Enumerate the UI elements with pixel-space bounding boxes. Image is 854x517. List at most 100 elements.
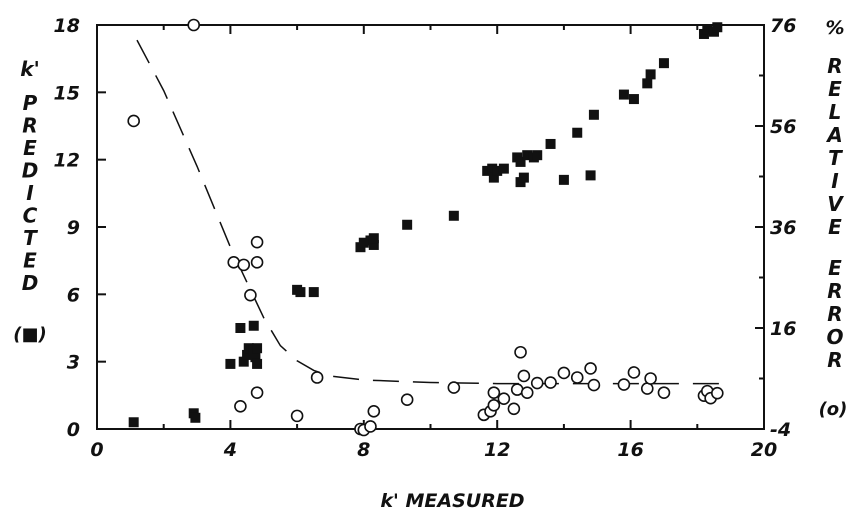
y-right-tick-label: 76 bbox=[770, 15, 796, 37]
predicted-point bbox=[368, 239, 379, 250]
y-right-title-letter: E bbox=[828, 77, 842, 101]
y-left-title-letter: E bbox=[23, 249, 37, 273]
y-right-title-letter: V bbox=[827, 192, 844, 216]
y-right-tick-label: 56 bbox=[770, 116, 796, 138]
predicted-point bbox=[645, 69, 656, 80]
relative-error-point bbox=[400, 393, 414, 407]
y-left-tick-label: 3 bbox=[67, 352, 80, 374]
relative-error-point bbox=[250, 235, 264, 249]
y-right-tick-label: 16 bbox=[770, 318, 796, 340]
predicted-point bbox=[358, 237, 369, 248]
x-tick-label: 4 bbox=[223, 439, 237, 461]
predicted-point bbox=[658, 58, 669, 69]
points-layer bbox=[127, 18, 724, 437]
y-right-title-letter: E bbox=[828, 256, 842, 280]
y-left-title-symbol: k' bbox=[20, 57, 39, 81]
predicted-point bbox=[702, 24, 713, 35]
axes-layer bbox=[96, 24, 765, 430]
y-left-title-letter: D bbox=[22, 159, 39, 183]
relative-error-point bbox=[487, 398, 501, 412]
predicted-point bbox=[295, 287, 306, 298]
y-left-title-letter: E bbox=[23, 136, 37, 160]
predicted-point bbox=[522, 150, 533, 161]
predicted-point bbox=[242, 349, 253, 360]
y-right-title-letter: E bbox=[828, 215, 842, 239]
predicted-point bbox=[487, 163, 498, 174]
y-right-marker-label: (o) bbox=[819, 399, 848, 420]
relative-error-point bbox=[244, 288, 257, 302]
relative-error-point bbox=[234, 399, 247, 413]
predicted-point bbox=[628, 94, 639, 105]
y-right-unit: % bbox=[825, 17, 844, 39]
y-left-title-letter: D bbox=[22, 271, 39, 295]
relative-error-point bbox=[557, 366, 571, 380]
predicted-point bbox=[368, 233, 379, 244]
predicted-point bbox=[712, 22, 723, 33]
y-left-tick-label: 0 bbox=[67, 419, 80, 441]
predicted-point bbox=[225, 358, 236, 369]
relative-error-point bbox=[584, 362, 597, 375]
x-axis-title: k' MEASURED bbox=[380, 490, 524, 512]
relative-error-point bbox=[290, 409, 304, 423]
curve-layer bbox=[136, 39, 731, 385]
y-right-title-letter: R bbox=[827, 54, 842, 78]
predicted-point bbox=[515, 156, 526, 167]
y-left-tick-label: 12 bbox=[54, 150, 80, 172]
predicted-point bbox=[532, 150, 543, 161]
predicted-point bbox=[308, 287, 319, 298]
y-left-title-letter: C bbox=[23, 204, 38, 228]
y-right-title-letter: T bbox=[828, 146, 843, 170]
y-left-title-letter: R bbox=[22, 114, 37, 138]
y-right-title-letter: A bbox=[825, 123, 842, 147]
predicted-point bbox=[235, 323, 246, 333]
predicted-point bbox=[558, 174, 569, 185]
predicted-point bbox=[585, 170, 596, 181]
relative-error-point bbox=[517, 369, 531, 383]
y-left-tick-label: 9 bbox=[67, 217, 80, 239]
predicted-point bbox=[252, 343, 263, 354]
predicted-point bbox=[518, 172, 529, 183]
y-right-title-letter: L bbox=[829, 100, 842, 124]
predicted-point bbox=[618, 89, 629, 100]
y-left-tick-label: 18 bbox=[54, 15, 80, 37]
relative-error-point bbox=[544, 376, 557, 389]
relative-error-point bbox=[570, 371, 584, 384]
relative-error-point bbox=[250, 386, 264, 399]
predicted-point bbox=[128, 417, 139, 428]
relative-error-point bbox=[364, 420, 377, 433]
predicted-point bbox=[498, 163, 509, 174]
y-right-title-letter: O bbox=[826, 325, 843, 349]
relative-error-point bbox=[644, 372, 657, 385]
relative-error-point bbox=[127, 114, 140, 128]
predicted-point bbox=[402, 219, 413, 230]
relative-error-point bbox=[367, 405, 381, 418]
predicted-point bbox=[243, 343, 254, 354]
y-left-title-letter: T bbox=[23, 226, 38, 250]
error-fit-curve bbox=[136, 39, 731, 385]
y-right-title-letter: R bbox=[827, 302, 842, 326]
relative-error-point bbox=[250, 256, 264, 269]
predicted-point bbox=[545, 138, 556, 149]
predicted-point bbox=[572, 127, 583, 138]
predicted-point bbox=[252, 358, 263, 369]
x-tick-label: 16 bbox=[617, 439, 643, 461]
y-right-tick-label: 36 bbox=[770, 217, 796, 239]
predicted-point bbox=[448, 210, 459, 221]
predicted-point bbox=[588, 109, 599, 120]
relative-error-point bbox=[447, 381, 461, 394]
relative-error-point bbox=[187, 18, 201, 32]
y-left-tick-label: 15 bbox=[54, 82, 80, 104]
y-left-tick-label: 6 bbox=[67, 284, 80, 306]
relative-error-point bbox=[530, 376, 544, 390]
y-left-title-letter: P bbox=[23, 91, 38, 115]
predicted-point bbox=[492, 165, 503, 176]
relative-error-point bbox=[507, 402, 521, 416]
y-left-title-letter: I bbox=[26, 181, 34, 205]
relative-error-point bbox=[617, 378, 631, 391]
y-right-title-letter: I bbox=[831, 169, 839, 193]
y-right-tick-label: -4 bbox=[770, 419, 791, 441]
relative-error-point bbox=[497, 392, 511, 406]
y-right-title-letter: R bbox=[827, 279, 842, 303]
